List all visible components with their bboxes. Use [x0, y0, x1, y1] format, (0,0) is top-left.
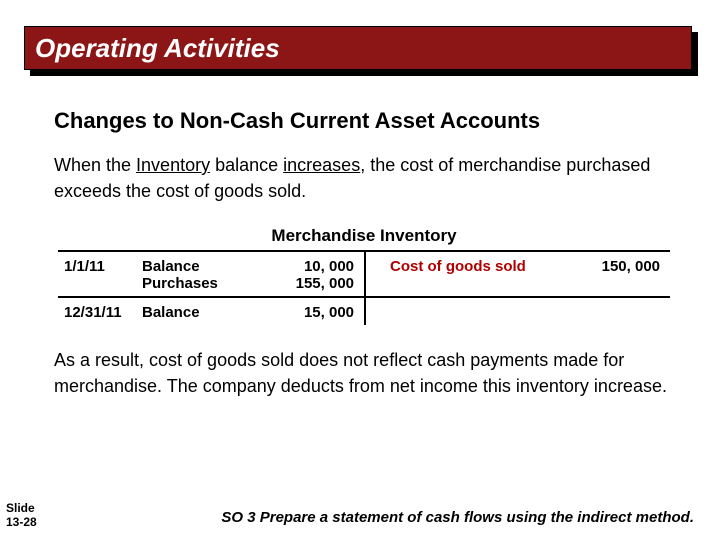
- r2-label: Balance: [142, 304, 270, 321]
- banner-title: Operating Activities: [35, 33, 280, 64]
- t-account-center-rule: [364, 250, 366, 325]
- r1-label1: Balance: [142, 258, 270, 275]
- t-account-debit-2: 12/31/11 Balance 15, 000: [58, 298, 364, 325]
- r1-amt2: 155, 000: [276, 275, 354, 292]
- r2-amt: 15, 000: [276, 304, 354, 321]
- t-account-body: 1/1/11 Balance 10, 000 Purchases 155, 00…: [58, 250, 670, 325]
- subheading: Changes to Non-Cash Current Asset Accoun…: [54, 108, 674, 134]
- paragraph-1: When the Inventory balance increases, th…: [54, 152, 674, 204]
- r1-right-amt: 150, 000: [582, 258, 660, 292]
- r1-amt1: 10, 000: [276, 258, 354, 275]
- paragraph-2: As a result, cost of goods sold does not…: [54, 347, 684, 399]
- p1-u1: Inventory: [136, 155, 210, 175]
- t-account-credit-1: Cost of goods sold 150, 000: [364, 252, 670, 296]
- r1-date: 1/1/11: [64, 258, 136, 275]
- t-account-title: Merchandise Inventory: [58, 226, 670, 246]
- banner-bar: Operating Activities: [24, 26, 692, 70]
- t-account-credit-2: [364, 298, 670, 325]
- t-account-debit-1: 1/1/11 Balance 10, 000 Purchases 155, 00…: [58, 252, 364, 296]
- slide-number: Slide 13-28: [6, 502, 37, 530]
- title-banner: Operating Activities: [24, 26, 696, 70]
- study-objective: SO 3 Prepare a statement of cash flows u…: [221, 509, 694, 526]
- p1-u2: increases: [283, 155, 360, 175]
- slide-num: 13-28: [6, 516, 37, 530]
- r1-label2: Purchases: [142, 275, 270, 292]
- r2-date: 12/31/11: [64, 304, 136, 321]
- p1-pre: When the: [54, 155, 136, 175]
- r1-right-pad: [370, 258, 384, 292]
- r1-date-empty: [64, 275, 136, 292]
- slide-content: Changes to Non-Cash Current Asset Accoun…: [54, 108, 674, 399]
- slide-word: Slide: [6, 502, 37, 516]
- r1-right-label: Cost of goods sold: [390, 258, 576, 292]
- p1-mid1: balance: [210, 155, 283, 175]
- t-account: Merchandise Inventory 1/1/11 Balance 10,…: [58, 226, 670, 325]
